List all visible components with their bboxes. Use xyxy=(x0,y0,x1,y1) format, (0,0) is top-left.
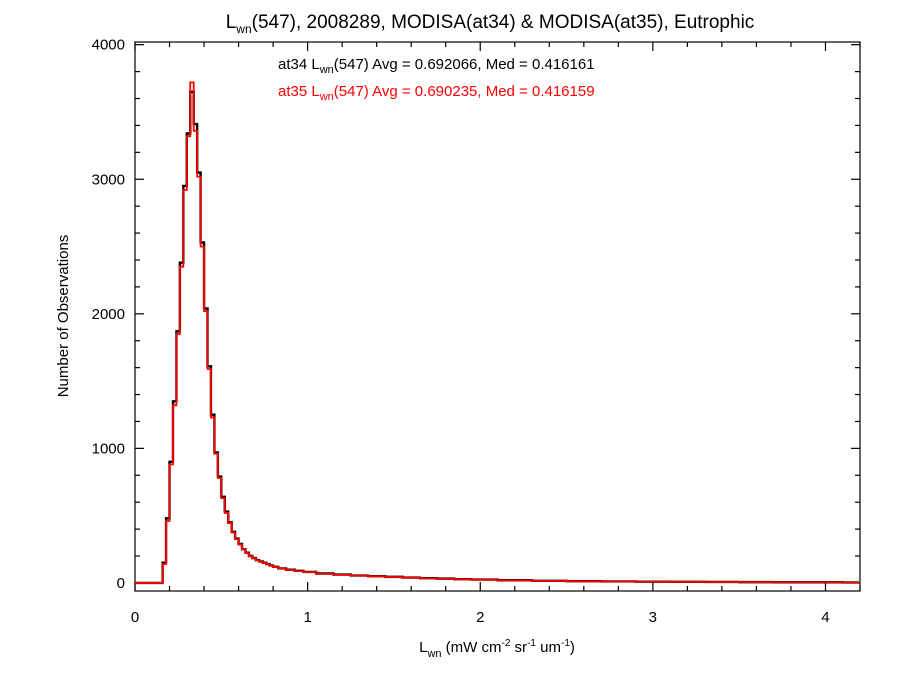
series-layer xyxy=(135,81,860,585)
x-label-sup2: -1 xyxy=(527,638,536,649)
axis-ticks xyxy=(134,42,861,591)
y-tick-label: 2000 xyxy=(92,306,125,323)
axis-tick-labels: 0 1 2 3 4 0 1000 2000 3000 4000 xyxy=(92,37,830,626)
stats-at34-prefix: at34 L xyxy=(278,56,320,73)
y-tick-label: 4000 xyxy=(92,37,125,54)
stats-at35-prefix: at35 L xyxy=(278,83,320,100)
stats-label-at35: at35 Lwn(547) Avg = 0.690235, Med = 0.41… xyxy=(278,83,595,103)
y-axis-label: Number of Observations xyxy=(55,235,72,398)
y-tick-label: 3000 xyxy=(92,171,125,188)
x-label-end: ) xyxy=(570,639,575,656)
chart-title: Lwn(547), 2008289, MODISA(at34) & MODISA… xyxy=(226,12,755,36)
x-tick-label: 2 xyxy=(476,609,484,626)
x-tick-label: 0 xyxy=(131,609,139,626)
y-tick-label: 0 xyxy=(117,575,125,592)
chart-title-sub: wn xyxy=(235,22,251,36)
x-tick-label: 3 xyxy=(649,609,657,626)
x-label-sub: wn xyxy=(426,648,441,660)
series-line-at35 xyxy=(135,81,860,584)
x-label-unit-pre: (mW cm xyxy=(442,639,502,656)
plot-frame xyxy=(134,41,861,592)
x-tick-label: 1 xyxy=(303,609,311,626)
x-label-sup1: -2 xyxy=(501,638,510,649)
chart-title-rest: (547), 2008289, MODISA(at34) & MODISA(at… xyxy=(252,12,755,33)
series-line-at34 xyxy=(135,90,860,585)
x-tick-label: 4 xyxy=(821,609,829,626)
x-label-mid1: sr xyxy=(510,639,527,656)
stats-at35-rest: (547) Avg = 0.690235, Med = 0.416159 xyxy=(334,83,595,100)
stats-at34-rest: (547) Avg = 0.692066, Med = 0.416161 xyxy=(334,56,595,73)
stats-at35-sub: wn xyxy=(319,91,334,103)
x-label-main: L xyxy=(419,639,427,656)
chart-title-main: L xyxy=(226,12,237,33)
y-tick-label: 1000 xyxy=(92,440,125,457)
x-label-sup3: -1 xyxy=(561,638,570,649)
stats-at34-sub: wn xyxy=(319,64,334,76)
stats-label-at34: at34 Lwn(547) Avg = 0.692066, Med = 0.41… xyxy=(278,56,595,76)
x-axis-label: Lwn (mW cm-2 sr-1 um-1) xyxy=(419,638,575,660)
x-label-mid2: um xyxy=(536,639,561,656)
